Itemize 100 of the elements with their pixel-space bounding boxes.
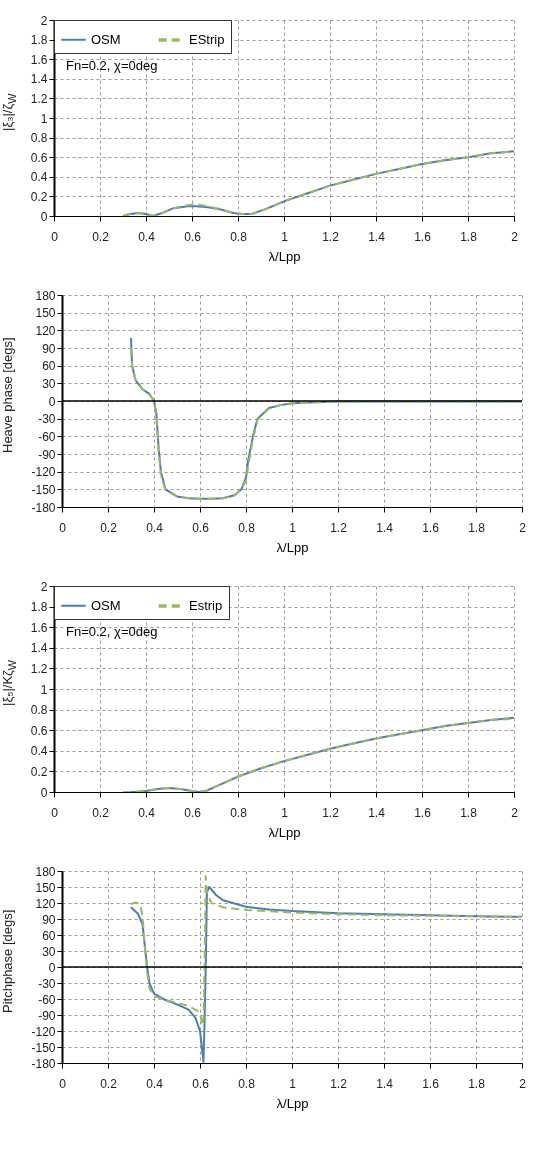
x-tick-label: 1.4 [376, 520, 394, 535]
x-tick-label: 1.8 [460, 805, 478, 820]
y-tick-label: -150 [31, 482, 56, 497]
y-tick-label: 1.6 [30, 52, 48, 67]
y-tick-label: 90 [42, 912, 56, 927]
x-tick-label: 1.6 [422, 1076, 440, 1091]
x-tick-label: 1.2 [322, 805, 340, 820]
y-tick-label: 0.2 [30, 189, 48, 204]
x-tick-label: 0.8 [238, 1076, 256, 1091]
y-tick-label: 0.8 [30, 131, 48, 146]
x-tick-label: 1.2 [330, 1076, 348, 1091]
y-tick-label: 2 [40, 13, 48, 28]
y-tick-label: -120 [31, 1024, 56, 1039]
x-tick-label: 1.8 [460, 229, 478, 244]
x-tick-label: 2 [519, 1076, 527, 1091]
x-axis-title: λ/Lpp [276, 1095, 309, 1111]
y-tick-label: -180 [31, 1056, 56, 1071]
legend-label: Estrip [189, 598, 223, 613]
y-tick-label: -30 [38, 976, 56, 991]
x-tick-label: 1 [289, 520, 297, 535]
y-tick-label: 0.8 [30, 703, 48, 718]
x-tick-label: 0.8 [230, 805, 248, 820]
legend-label: OSM [91, 597, 121, 613]
y-tick-label: 120 [35, 323, 56, 338]
x-tick-label: 1.2 [322, 229, 340, 244]
x-tick-label: 0 [59, 520, 67, 535]
x-tick-label: 1.6 [414, 805, 432, 820]
x-tick-label: 0.8 [230, 229, 248, 244]
y-tick-label: -30 [38, 412, 56, 427]
legend-label: OSM [91, 31, 121, 47]
y-tick-label: -180 [31, 500, 56, 515]
y-tick-label: -90 [38, 1008, 56, 1023]
annotation: Fn=0.2, χ=0deg [66, 58, 158, 73]
x-tick-label: 0.6 [184, 229, 202, 244]
y-tick-label: 0 [40, 209, 48, 224]
y-tick-label: 1.6 [30, 620, 48, 635]
y-tick-label: 1.8 [30, 33, 48, 48]
x-tick-label: 1.2 [330, 520, 348, 535]
y-tick-label: 1 [40, 111, 48, 126]
x-axis-title: λ/Lpp [268, 248, 301, 264]
y-axis-title: Heave phase [degs] [0, 337, 15, 453]
y-tick-label: 0.4 [30, 744, 48, 759]
y-tick-label: 180 [35, 288, 56, 303]
x-tick-label: 1.8 [468, 1076, 486, 1091]
x-tick-label: 0.4 [138, 805, 156, 820]
x-tick-label: 0.2 [100, 520, 118, 535]
y-tick-label: 2 [40, 579, 48, 594]
x-tick-label: 0.4 [146, 1076, 164, 1091]
legend-label: EStrip [189, 32, 225, 47]
annotation: Fn=0.2, χ=0deg [66, 624, 158, 639]
y-tick-label: 60 [42, 928, 56, 943]
x-tick-label: 0.2 [100, 1076, 118, 1091]
x-tick-label: 0.4 [146, 520, 164, 535]
x-tick-label: 2 [519, 520, 527, 535]
x-tick-label: 0.6 [184, 805, 202, 820]
x-tick-label: 1.4 [376, 1076, 394, 1091]
y-tick-label: 90 [42, 341, 56, 356]
y-tick-label: 1.8 [30, 600, 48, 615]
x-tick-label: 0 [59, 1076, 67, 1091]
y-tick-label: -60 [38, 429, 56, 444]
x-tick-label: 1.6 [414, 229, 432, 244]
y-tick-label: -120 [31, 465, 56, 480]
y-tick-label: 60 [42, 359, 56, 374]
y-tick-label: 1.2 [30, 91, 48, 106]
x-tick-label: 1 [281, 805, 289, 820]
x-tick-label: 0.6 [192, 1076, 210, 1091]
y-tick-label: 1.2 [30, 661, 48, 676]
x-axis-title: λ/Lpp [268, 824, 301, 840]
y-axis-title: Pitchphase [degs] [0, 909, 15, 1013]
y-tick-label: 150 [35, 306, 56, 321]
y-tick-label: -60 [38, 992, 56, 1007]
x-tick-label: 0.2 [92, 229, 110, 244]
y-tick-label: 1.4 [30, 641, 48, 656]
x-tick-label: 1.4 [368, 229, 386, 244]
y-tick-label: -90 [38, 447, 56, 462]
y-tick-label: 0 [40, 785, 48, 800]
y-tick-label: 0 [48, 394, 56, 409]
y-tick-label: 1.4 [30, 72, 48, 87]
x-tick-label: 1 [281, 229, 289, 244]
y-tick-label: 1 [40, 682, 48, 697]
y-tick-label: 150 [35, 880, 56, 895]
y-tick-label: -150 [31, 1040, 56, 1055]
y-tick-label: 0.4 [30, 170, 48, 185]
y-tick-label: 30 [42, 376, 56, 391]
x-tick-label: 0.2 [92, 805, 110, 820]
x-tick-label: 0.4 [138, 229, 156, 244]
y-tick-label: 30 [42, 944, 56, 959]
x-tick-label: 0.6 [192, 520, 210, 535]
y-tick-label: 0 [48, 960, 56, 975]
x-tick-label: 1.4 [368, 805, 386, 820]
y-tick-label: 0.6 [30, 150, 48, 165]
x-tick-label: 1 [289, 1076, 297, 1091]
x-tick-label: 0.8 [238, 520, 256, 535]
y-tick-label: 180 [35, 864, 56, 879]
y-tick-label: 120 [35, 896, 56, 911]
x-tick-label: 1.6 [422, 520, 440, 535]
y-tick-label: 0.6 [30, 723, 48, 738]
y-tick-label: 0.2 [30, 764, 48, 779]
x-axis-title: λ/Lpp [276, 539, 309, 555]
x-tick-label: 2 [511, 229, 519, 244]
